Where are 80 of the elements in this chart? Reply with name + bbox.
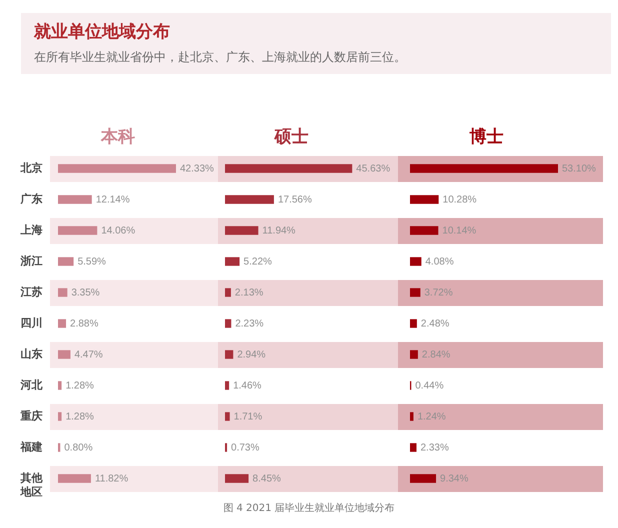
bar [225,257,240,266]
data-label: 45.63% [356,164,390,174]
data-label: 14.06% [101,226,136,236]
data-label: 4.08% [425,256,454,268]
caption: 图 4 2021 届毕业生就业单位地域分布 [222,502,396,516]
bar [410,164,558,173]
data-label: 10.28% [442,194,477,206]
bar [58,474,91,483]
y-tick-label: 江苏 [20,286,42,298]
data-label: 9.34% [440,474,468,484]
bar [58,381,62,390]
y-tick-label: 其他地区 [20,472,44,498]
data-label: 2.33% [420,442,449,454]
bar [225,474,249,483]
data-label: 5.22% [244,256,272,268]
text: 在所有毕业生就业省份中，赴北京、广东、上海就业的人数居前三位。 [34,49,407,65]
y-tick-label: 北京 [20,162,42,174]
data-label: 2.88% [70,318,98,330]
bar [410,195,439,204]
bar [225,288,231,297]
text: 就业单位地域分布 [34,21,171,43]
y-tick-label: 四川 [20,316,42,330]
data-label: 42.33% [180,164,214,174]
data-label: 0.80% [64,442,93,454]
bar [410,443,416,452]
bar [225,350,234,359]
bar [225,164,352,173]
data-label: 2.84% [422,350,450,360]
bar [410,257,422,266]
bar [225,195,274,204]
data-label: 1.28% [66,380,94,392]
y-tick-label: 上海 [20,224,42,236]
data-label: 2.48% [420,318,450,330]
bar [225,319,232,328]
data-label: 1.46% [233,380,262,392]
bar [410,288,420,297]
data-label: 1.71% [234,412,262,422]
bar [410,319,417,328]
data-label: 0.73% [231,442,260,454]
data-label: 2.23% [235,318,264,330]
data-label: 3.35% [71,288,100,298]
data-label: 12.14% [96,194,130,206]
data-label: 2.13% [234,288,264,298]
bar [58,195,92,204]
bar [225,412,230,421]
bar [58,319,66,328]
data-label: 1.28% [66,412,94,422]
bar [58,257,74,266]
data-label: 5.59% [78,256,106,268]
data-label: 10.14% [442,226,476,236]
bar [225,226,258,235]
data-label: 17.56% [278,194,312,206]
data-label: 2.94% [237,350,266,360]
bar [58,226,98,235]
data-label: 8.45% [252,474,282,484]
bar [410,474,436,483]
bar [225,381,230,390]
bar [58,350,70,359]
bar [410,412,414,421]
data-label: 11.82% [94,474,128,484]
data-label: 1.24% [417,412,446,422]
bar [410,226,438,235]
chart-title: 硕士 [274,127,308,147]
data-label: 4.47% [74,350,103,360]
bar [410,350,418,359]
y-tick-label: 河北 [20,378,44,392]
y-tick-label: 山东 [20,348,42,360]
bar [58,412,62,421]
chart-title: 博士 [468,127,504,147]
bar [58,164,176,173]
chart-title: 本科 [100,127,135,147]
data-label: 53.10% [562,164,596,174]
y-tick-label: 浙江 [20,254,42,268]
data-label: 3.72% [424,288,453,298]
y-tick-label: 福建 [20,440,42,454]
data-label: 0.44% [415,380,444,392]
data-label: 11.94% [262,226,296,236]
y-tick-label: 重庆 [20,410,42,422]
bar [58,288,68,297]
y-tick-label: 广东 [20,192,42,206]
